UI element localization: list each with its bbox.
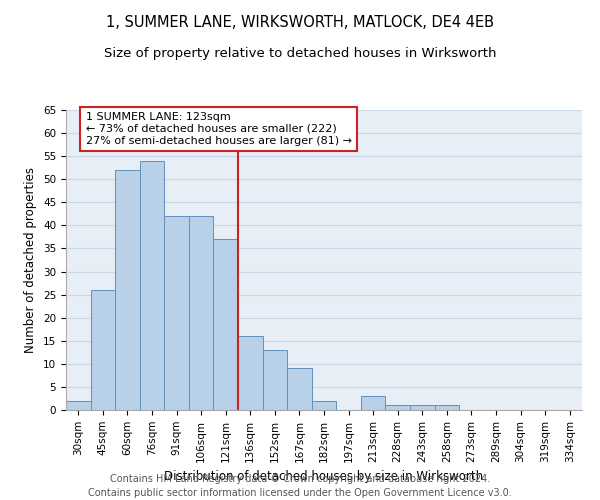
Bar <box>66 401 91 410</box>
Bar <box>189 216 214 410</box>
Bar <box>238 336 263 410</box>
Bar <box>263 350 287 410</box>
Y-axis label: Number of detached properties: Number of detached properties <box>25 167 37 353</box>
X-axis label: Distribution of detached houses by size in Wirksworth: Distribution of detached houses by size … <box>164 470 484 483</box>
Text: 1 SUMMER LANE: 123sqm
← 73% of detached houses are smaller (222)
27% of semi-det: 1 SUMMER LANE: 123sqm ← 73% of detached … <box>86 112 352 146</box>
Bar <box>312 401 336 410</box>
Bar <box>410 406 434 410</box>
Bar <box>91 290 115 410</box>
Text: 1, SUMMER LANE, WIRKSWORTH, MATLOCK, DE4 4EB: 1, SUMMER LANE, WIRKSWORTH, MATLOCK, DE4… <box>106 15 494 30</box>
Bar <box>214 239 238 410</box>
Bar <box>140 161 164 410</box>
Text: Size of property relative to detached houses in Wirksworth: Size of property relative to detached ho… <box>104 48 496 60</box>
Bar <box>287 368 312 410</box>
Bar <box>361 396 385 410</box>
Bar <box>385 406 410 410</box>
Text: Contains HM Land Registry data © Crown copyright and database right 2024.
Contai: Contains HM Land Registry data © Crown c… <box>88 474 512 498</box>
Bar <box>115 170 140 410</box>
Bar <box>164 216 189 410</box>
Bar <box>434 406 459 410</box>
